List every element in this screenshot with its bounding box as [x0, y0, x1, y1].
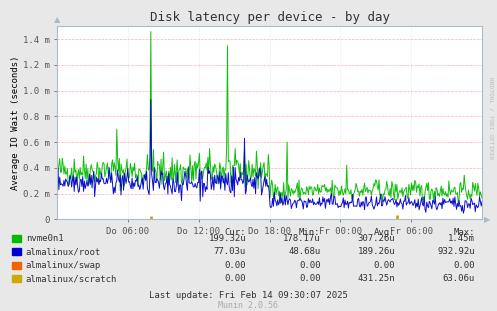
- Text: 77.03u: 77.03u: [214, 248, 246, 256]
- Text: 178.17u: 178.17u: [283, 234, 321, 243]
- Text: 63.06u: 63.06u: [442, 274, 475, 283]
- Text: Min:: Min:: [299, 228, 321, 237]
- Text: almalinux/scratch: almalinux/scratch: [26, 274, 117, 283]
- Text: Last update: Fri Feb 14 09:30:07 2025: Last update: Fri Feb 14 09:30:07 2025: [149, 291, 348, 300]
- Text: Cur:: Cur:: [225, 228, 246, 237]
- Text: 431.25n: 431.25n: [357, 274, 395, 283]
- Text: 1.45m: 1.45m: [448, 234, 475, 243]
- Text: Max:: Max:: [453, 228, 475, 237]
- Text: 0.00: 0.00: [225, 261, 246, 270]
- Text: 932.92u: 932.92u: [437, 248, 475, 256]
- Text: almalinux/root: almalinux/root: [26, 248, 101, 256]
- Text: ▲: ▲: [54, 16, 61, 25]
- Text: Munin 2.0.56: Munin 2.0.56: [219, 301, 278, 310]
- Text: Avg:: Avg:: [374, 228, 395, 237]
- Text: 189.26u: 189.26u: [357, 248, 395, 256]
- Text: 0.00: 0.00: [299, 274, 321, 283]
- Y-axis label: Average IO Wait (seconds): Average IO Wait (seconds): [11, 56, 20, 190]
- Text: almalinux/swap: almalinux/swap: [26, 261, 101, 270]
- Text: 199.32u: 199.32u: [208, 234, 246, 243]
- Text: 0.00: 0.00: [374, 261, 395, 270]
- Text: RRDTOOL / TOBI OETIKER: RRDTOOL / TOBI OETIKER: [489, 77, 494, 160]
- Text: 48.68u: 48.68u: [288, 248, 321, 256]
- Text: nvme0n1: nvme0n1: [26, 234, 64, 243]
- Text: 307.26u: 307.26u: [357, 234, 395, 243]
- Text: 0.00: 0.00: [299, 261, 321, 270]
- Text: 0.00: 0.00: [453, 261, 475, 270]
- Text: 0.00: 0.00: [225, 274, 246, 283]
- Title: Disk latency per device - by day: Disk latency per device - by day: [150, 11, 390, 24]
- Text: ▶: ▶: [484, 215, 491, 224]
